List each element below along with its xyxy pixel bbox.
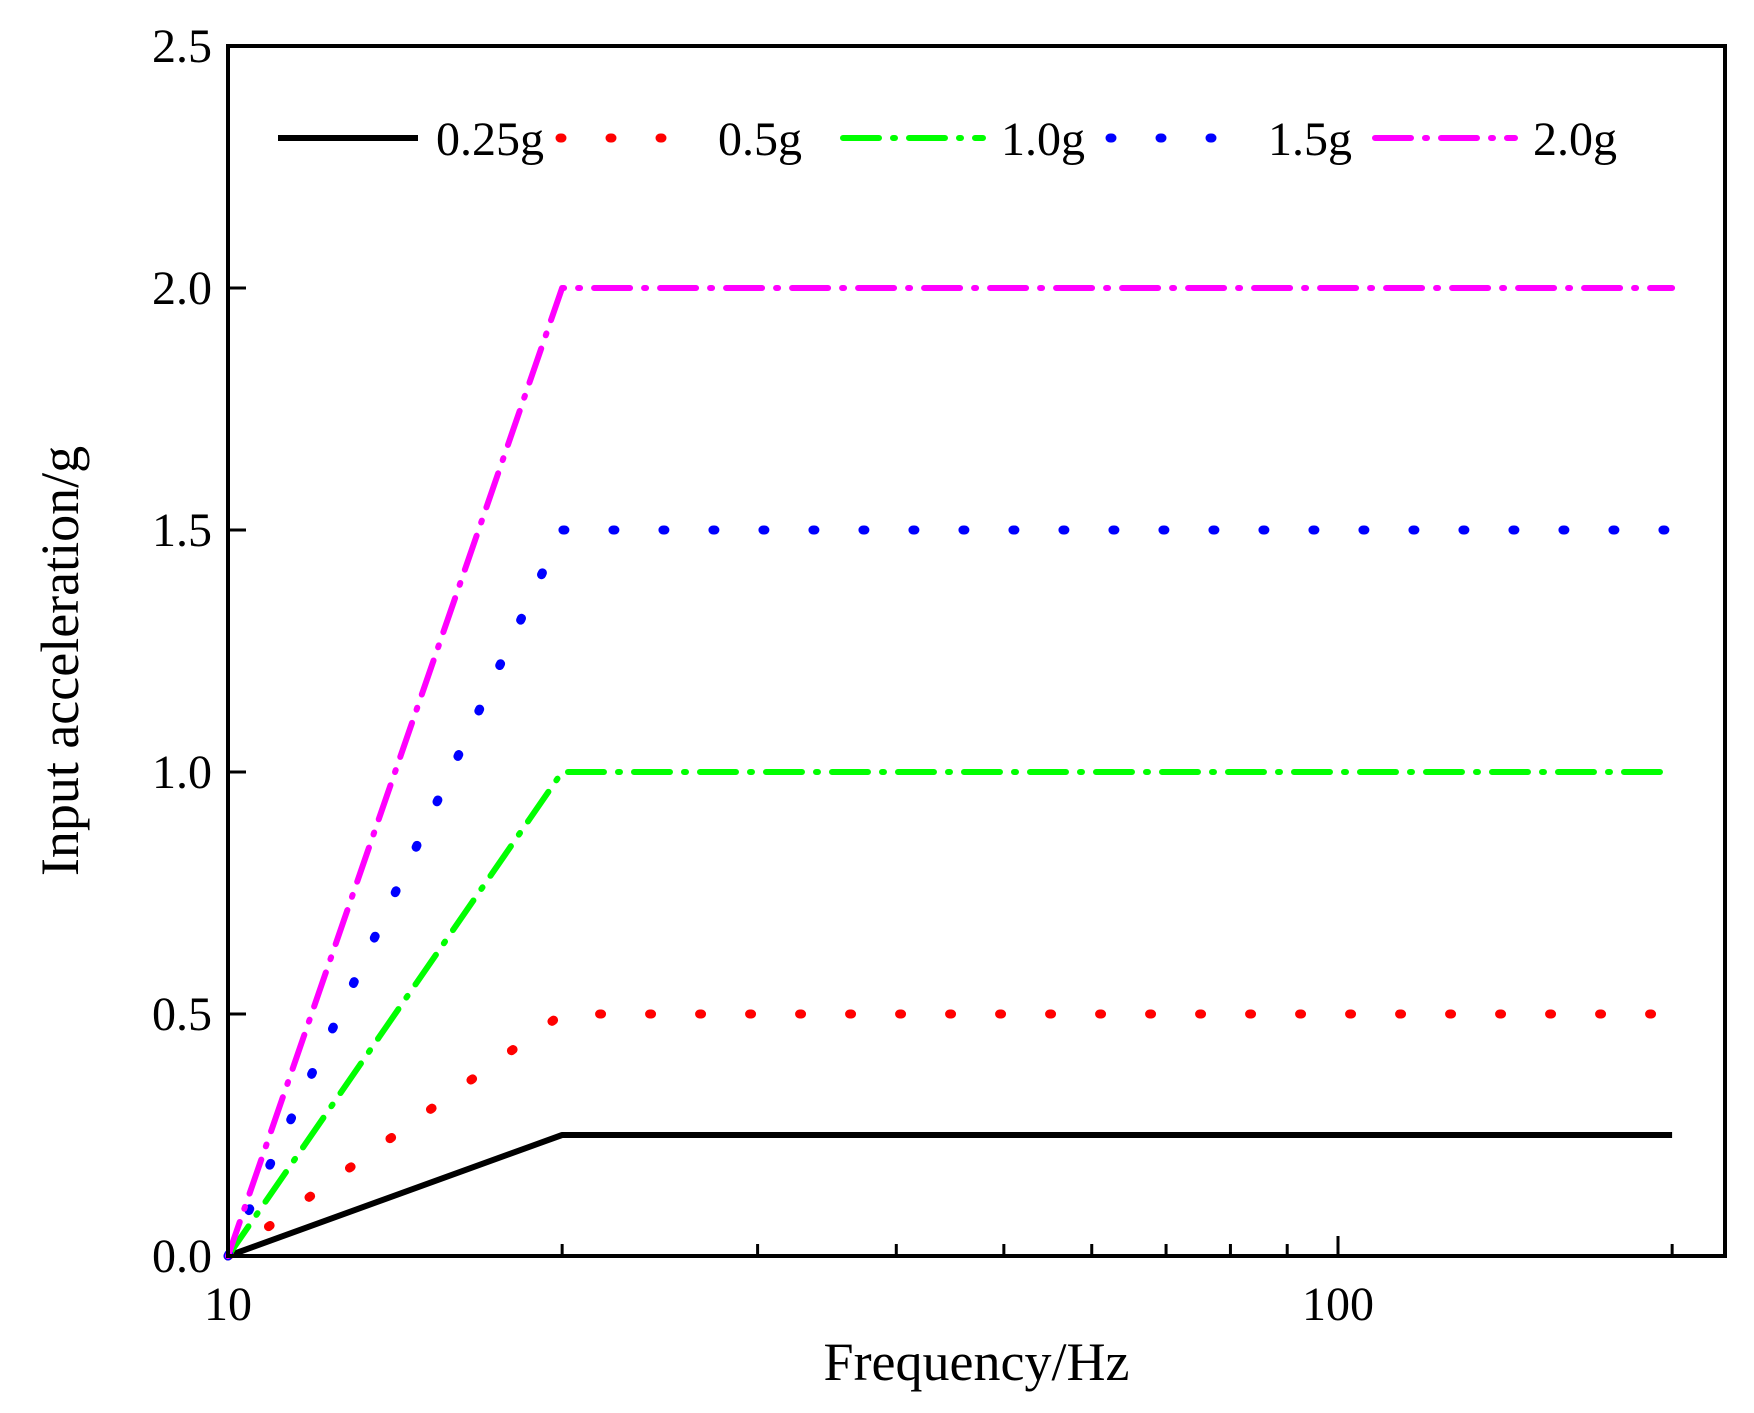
y-tick-label: 1.5 bbox=[152, 504, 212, 557]
x-axis-title: Frequency/Hz bbox=[824, 1332, 1130, 1392]
y-tick-label: 2.0 bbox=[152, 262, 212, 315]
x-tick-label: 10 bbox=[204, 1278, 252, 1331]
y-tick-label: 1.0 bbox=[152, 746, 212, 799]
plot-frame bbox=[226, 44, 1727, 1258]
x-tick-label: 100 bbox=[1302, 1278, 1374, 1331]
y-tick-label: 0.0 bbox=[152, 1230, 212, 1283]
series-line-2_0g bbox=[225, 285, 1676, 1259]
series-line-0_25g bbox=[226, 1132, 1673, 1259]
legend-label: 1.5g bbox=[1268, 113, 1352, 166]
legend-label: 0.25g bbox=[436, 113, 544, 166]
legend-label: 0.5g bbox=[718, 113, 802, 166]
series-line-0_5g bbox=[223, 1009, 1677, 1261]
legend: 0.25g 0.5g 1.0g 1.5g 2.0g bbox=[278, 113, 1617, 166]
legend-label: 1.0g bbox=[1001, 113, 1085, 166]
y-axis-title: Input acceleration/g bbox=[30, 446, 90, 876]
series-line-1_5g bbox=[223, 525, 1677, 1261]
legend-label: 2.0g bbox=[1533, 113, 1617, 166]
series-layer bbox=[223, 285, 1677, 1261]
ticks-layer: 0.0 0.5 1.0 1.5 2.0 2.5 10 100 bbox=[152, 20, 1674, 1331]
y-tick-label: 2.5 bbox=[152, 20, 212, 73]
y-tick-label: 0.5 bbox=[152, 988, 212, 1041]
series-line-1_0g bbox=[225, 769, 1676, 1259]
